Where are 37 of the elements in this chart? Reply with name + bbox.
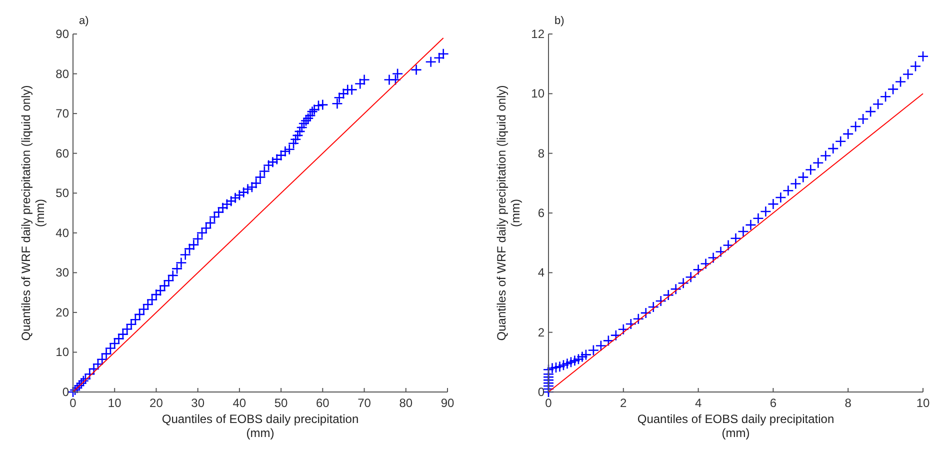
y-tick-label: 6 xyxy=(538,206,545,220)
y-axis-title: Quantiles of WRF daily precipitation (liquid only) (mm) xyxy=(494,85,522,341)
y-tick-label: 2 xyxy=(538,325,545,340)
y-tick-label: 40 xyxy=(56,226,70,240)
x-tick-label: 30 xyxy=(191,396,205,410)
y-tick-label: 70 xyxy=(56,106,70,121)
x-tick-label: 80 xyxy=(399,396,413,410)
y-tick-label: 12 xyxy=(531,27,545,41)
x-axis-title: Quantiles of EOBS daily precipitation (mm) xyxy=(162,412,359,440)
y-axis-title: Quantiles of WRF daily precipitation (liquid only) (mm) xyxy=(19,85,47,341)
x-tick-label: 2 xyxy=(620,396,628,410)
x-axis-title: Quantiles of EOBS daily precipitation (mm) xyxy=(637,412,834,440)
x-tick-label: 10 xyxy=(108,396,122,410)
y-tick-label: 50 xyxy=(56,186,70,200)
x-tick-label: 6 xyxy=(770,396,777,410)
chart-title: a) xyxy=(79,15,89,27)
chart-title: b) xyxy=(554,15,564,27)
y-tick-label: 20 xyxy=(56,305,70,320)
y-tick-label: 60 xyxy=(56,146,70,160)
y-tick-label: 8 xyxy=(538,146,545,160)
y-tick-label: 4 xyxy=(538,266,545,280)
x-tick-label: 70 xyxy=(358,396,372,410)
x-tick-label: 10 xyxy=(916,396,930,410)
x-tick-label: 60 xyxy=(316,396,330,410)
x-tick-label: 20 xyxy=(150,396,164,410)
x-tick-label: 90 xyxy=(440,396,454,410)
x-tick-label: 50 xyxy=(274,396,288,410)
y-tick-label: 30 xyxy=(56,266,70,280)
y-tick-label: 0 xyxy=(62,385,70,399)
x-tick-label: 40 xyxy=(232,396,246,410)
y-tick-label: 10 xyxy=(56,345,70,360)
x-tick-label: 8 xyxy=(844,396,852,410)
x-tick-label: 4 xyxy=(694,396,702,410)
y-tick-label: 80 xyxy=(56,66,70,81)
y-tick-label: 90 xyxy=(56,27,70,41)
y-tick-label: 0 xyxy=(538,385,545,399)
y-tick-label: 10 xyxy=(531,86,545,101)
